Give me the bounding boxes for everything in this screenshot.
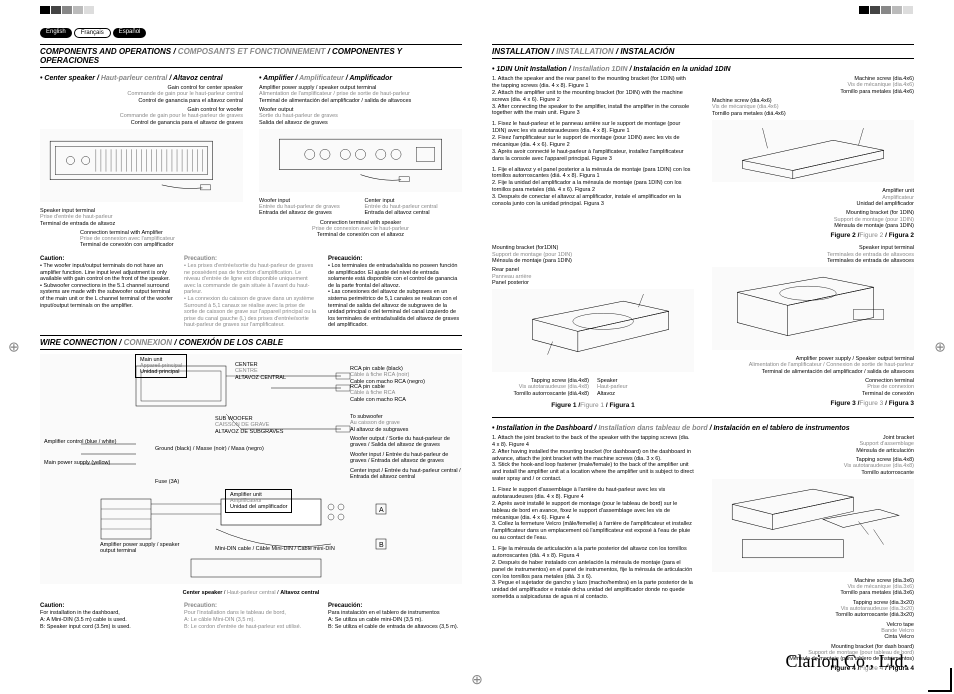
amplifier-diagram xyxy=(259,129,462,192)
fig2-label-bracket: Mounting bracket (for 1DIN) Support de m… xyxy=(712,210,914,229)
wire-connection-diagram: A B Main unit Appareil principal Unidad … xyxy=(40,354,462,584)
svg-text:B: B xyxy=(379,542,384,549)
right-column: INSTALLATION / INSTALLATION / INSTALACIÓ… xyxy=(492,44,914,672)
center-speaker-diagram xyxy=(40,129,243,202)
1din-heading: • 1DIN Unit Installation / Installation … xyxy=(492,66,914,73)
label-amp-ctrl: Amplifier control (blue / white) xyxy=(44,439,116,445)
dashboard-heading: • Installation in the Dashboard / Instal… xyxy=(492,425,914,432)
fig2-label-amp: Amplifier unit Amplificateur Unidad del … xyxy=(712,188,914,207)
label-amp-power2: Amplifier power supply / speaker output … xyxy=(100,542,180,555)
label-center-in: Center input Entrée du haut-parleur cent… xyxy=(365,198,463,217)
lang-tab-english: English xyxy=(40,28,72,38)
figure-2-caption: Figure 2 /Figure 2 / Figura 2 xyxy=(712,232,914,239)
label-center-speaker-bottom: Center speaker / Haut-parleur central / … xyxy=(40,590,462,596)
wire-connection-title: WIRE CONNECTION / CONNEXION / CONEXIÓN D… xyxy=(40,335,462,350)
fig4-label-tap3x20: Tapping screw (dia.3x20) Vis autotaraude… xyxy=(712,600,914,619)
fig2-label-machine: Machine screw (dia.4x6) Vis de mécanique… xyxy=(712,76,914,95)
1din-steps-en: 1. Attach the speaker and the rear panel… xyxy=(492,76,694,117)
amplifier-heading: • Amplifier / Amplificateur / Amplificad… xyxy=(259,75,462,82)
figure-3-diagram xyxy=(712,267,914,350)
fig4-label-velcro: Velcro tape Bande Velcro Cinta Velcro xyxy=(712,622,914,641)
fig2-label-machine2: Machine screw (dia.4x6) Vis de mécanique… xyxy=(712,98,914,117)
lang-tab-espanol: Español xyxy=(113,28,147,38)
caution-es-head: Precaución: xyxy=(328,256,362,262)
label-to-subwoofer: To subwoofer Au caisson de grave Al alta… xyxy=(350,414,408,433)
label-rca-black: RCA pin cable (black) Câble à fiche RCA … xyxy=(350,366,425,385)
dash-steps-en: 1. Attach the joint bracket to the back … xyxy=(492,435,694,483)
title-en: COMPONENTS AND OPERATIONS xyxy=(40,47,171,56)
dash-steps-es: 1. Fije la ménsula de articulación a la … xyxy=(492,546,694,601)
label-gain-center: Gain control for center speaker Commande… xyxy=(40,85,243,104)
1din-steps-fr: 1. Fixez le haut-parleur et le panneau a… xyxy=(492,121,694,162)
caution-fr-head: Precaution: xyxy=(184,256,217,262)
language-tabs: English Français Español xyxy=(40,28,914,38)
label-center: CENTER CENTRE ALTAVOZ CENTRAL xyxy=(235,362,286,381)
figure-3-caption: Figure 3 /Figure 3 / Figura 3 xyxy=(712,400,914,407)
svg-text:A: A xyxy=(379,507,384,514)
label-amp-unit-box: Amplifier unit Amplificateur Unidad del … xyxy=(225,489,292,513)
figure-4-diagram xyxy=(712,479,914,572)
registration-mark: ⊕ xyxy=(471,671,483,688)
caution-en-head: Caution: xyxy=(40,256,64,262)
fig1-label-tapping: Tapping screw (dia.4x8) Vis autotaraudeu… xyxy=(492,378,589,397)
label-ground: Ground (black) / Masse (noir) / Masa (ne… xyxy=(155,446,264,452)
label-rca: RCA pin cable Câble à fiche RCA Cable co… xyxy=(350,384,406,403)
figure-1-diagram xyxy=(492,289,694,372)
fig4-label-joint: Joint bracket Support d'assemblage Ménsu… xyxy=(712,435,914,454)
crop-mark xyxy=(928,668,952,692)
fig3-label-spk-input: Speaker input terminal Terminales de ent… xyxy=(712,245,914,264)
label-fuse: Fuse (3A) xyxy=(155,479,179,485)
fig1-label-rear: Rear panel Panneau arrière Panel posteri… xyxy=(492,267,694,286)
fig4-label-mach3x6: Machine screw (dia.3x6) Vis de mécanique… xyxy=(712,578,914,597)
label-minidin: Mini-DIN cable / Câble Mini-DIN / Cable … xyxy=(215,546,335,552)
fig4-label-tap4x8: Tapping screw (dia.4x8) Vis autotaraudeu… xyxy=(712,457,914,476)
fig3-label-amp-power: Amplifier power supply / Speaker output … xyxy=(712,356,914,375)
company-name: Clarion Co., Ltd. xyxy=(786,651,909,672)
label-main-power: Main power supply (yellow) xyxy=(44,460,110,466)
fig1-label-speaker: Speaker Haut-parleur Altavoz xyxy=(597,378,694,397)
label-conn-amp: Connection terminal with Amplifier Prise… xyxy=(80,230,243,249)
label-center-input2: Center input / Entrée du haut-parleur ce… xyxy=(350,468,462,481)
installation-title: INSTALLATION / INSTALLATION / INSTALACIÓ… xyxy=(492,44,914,59)
color-bars xyxy=(859,6,914,14)
label-speaker-input: Speaker input terminal Prise d'entrée de… xyxy=(40,208,243,227)
lang-tab-francais: Français xyxy=(74,28,111,38)
fig1-label-bracket: Mounting bracket (for1DIN) Support de mo… xyxy=(492,245,694,264)
1din-steps-es: 1. Fije el altavoz y el panel posterior … xyxy=(492,167,694,208)
label-woofer-out: Woofer output Sortie du haut-parleur de … xyxy=(259,107,462,126)
label-gain-woofer: Gain control for woofer Commande de gain… xyxy=(40,107,243,126)
components-title: COMPONENTS AND OPERATIONS / COMPOSANTS E… xyxy=(40,44,462,68)
caution-row-1: Caution: The woofer input/output termina… xyxy=(40,256,462,329)
label-subwoofer: SUB WOOFER CAISSON DE GRAVE ALTAVOZ DE S… xyxy=(215,416,283,435)
label-woofer-output: Woofer output / Sortie du haut-parleur d… xyxy=(350,436,462,449)
registration-mark: ⊕ xyxy=(8,339,20,356)
dash-steps-fr: 1. Fixez le support d'assemblage à l'arr… xyxy=(492,487,694,542)
center-speaker-heading: • Center speaker / Haut-parleur central … xyxy=(40,75,243,82)
caution-row-2: Caution: For installation in the dashboa… xyxy=(40,603,462,630)
label-main-unit: Main unit Appareil principal Unidad prin… xyxy=(135,354,187,378)
label-conn-speaker: Connection terminal with speaker Prise d… xyxy=(259,220,462,239)
title-fr: COMPOSANTS ET FONCTIONNEMENT xyxy=(178,47,326,56)
label-woofer-input2: Woofer input / Entrée du haut-parleur de… xyxy=(350,452,462,465)
figure-2-diagram xyxy=(712,120,914,183)
color-bars xyxy=(40,6,95,14)
left-column: COMPONENTS AND OPERATIONS / COMPOSANTS E… xyxy=(40,44,462,672)
registration-mark: ⊕ xyxy=(934,339,946,356)
label-amp-power: Amplifier power supply / speaker output … xyxy=(259,85,462,104)
fig3-label-conn: Connection terminal Prise de connexion T… xyxy=(712,378,914,397)
label-woofer-in: Woofer input Entrée du haut-parleur de g… xyxy=(259,198,357,217)
figure-1-caption: Figure 1 /Figure 1 / Figura 1 xyxy=(492,402,694,409)
